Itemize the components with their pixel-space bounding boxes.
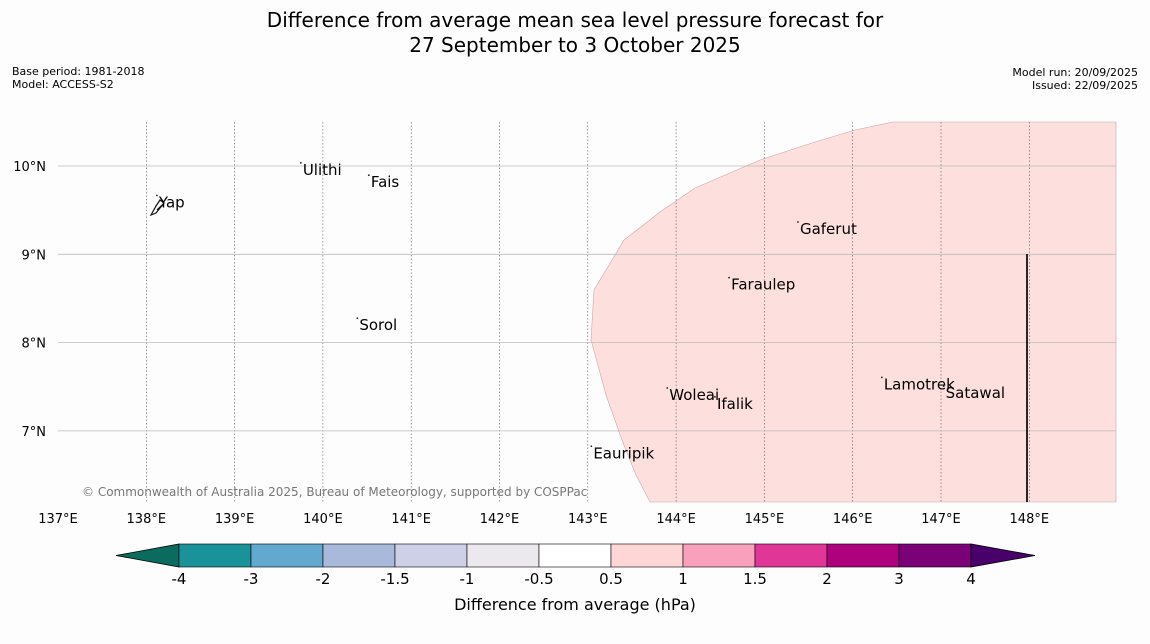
model-run: Model run: 20/09/2025	[1012, 66, 1138, 79]
colorbar-tick-label: 2	[822, 570, 832, 588]
latitude-label: 9°N	[22, 248, 47, 263]
colorbar-swatch	[538, 543, 612, 568]
place-label: Eauripik	[593, 444, 654, 462]
place-label: Ifalik	[717, 395, 753, 413]
latitude-label: 10°N	[13, 160, 46, 175]
colorbar-tick-label: -2	[316, 570, 331, 588]
colorbar-swatch	[826, 543, 900, 568]
island-marker	[356, 317, 359, 320]
colorbar-swatch	[682, 543, 756, 568]
colorbar-swatch	[394, 543, 468, 568]
colorbar-tick-label: -1.5	[380, 570, 409, 588]
island-marker	[155, 194, 158, 197]
place-label: Faraulep	[731, 276, 795, 294]
island-marker	[714, 395, 716, 398]
colorbar-tick-label: -0.5	[524, 570, 553, 588]
longitude-label: 139°E	[215, 512, 255, 527]
model-name: Model: ACCESS-S2	[12, 78, 114, 91]
meta-right: Model run: 20/09/2025 Issued: 22/09/2025	[1012, 66, 1138, 92]
issued-date: Issued: 22/09/2025	[1031, 79, 1138, 92]
island-marker	[797, 221, 799, 223]
map-title: Difference from average mean sea level p…	[0, 8, 1150, 58]
place-label: Ulithi	[303, 161, 342, 179]
island-marker	[880, 376, 883, 379]
colorbar-swatch	[754, 543, 828, 568]
place-label: Gaferut	[800, 220, 857, 238]
copyright-notice: © Commonwealth of Australia 2025, Bureau…	[82, 485, 587, 499]
longitude-label: 142°E	[480, 512, 520, 527]
colorbar-tick-label: 3	[894, 570, 904, 588]
longitude-label: 140°E	[303, 512, 343, 527]
latitude-labels: 10°N 9°N 8°N 7°N	[13, 160, 46, 440]
longitude-label: 148°E	[1010, 512, 1050, 527]
colorbar-tick-label: 1	[678, 570, 688, 588]
longitude-label: 147°E	[921, 512, 961, 527]
map-panel: Ulithi Fais Yap Gaferut Faraulep Sorol Lamotre…	[58, 121, 1117, 503]
longitude-label: 146°E	[833, 512, 873, 527]
colorbar-swatch	[322, 543, 396, 568]
title-line-1: Difference from average mean sea level p…	[266, 8, 884, 32]
island-marker	[590, 445, 593, 448]
longitude-label: 144°E	[656, 512, 696, 527]
colorbar-tick-label: -4	[172, 570, 187, 588]
longitude-label: 138°E	[127, 512, 167, 527]
meta-left: Base period: 1981-2018 Model: ACCESS-S2	[12, 65, 144, 91]
island-marker	[367, 174, 370, 177]
island-marker	[728, 276, 730, 279]
colorbar-swatch	[610, 543, 684, 568]
longitude-label: 145°E	[745, 512, 785, 527]
colorbar-swatch	[898, 543, 972, 568]
longitude-label: 137°E	[38, 512, 78, 527]
longitude-label: 141°E	[391, 512, 431, 527]
place-label: Sorol	[359, 316, 397, 334]
colorbar-swatch	[178, 543, 252, 568]
colorbar-swatch	[466, 543, 540, 568]
base-period: Base period: 1981-2018	[12, 65, 145, 78]
place-label: Satawal	[946, 384, 1005, 402]
longitude-labels: 137°E 138°E 139°E 140°E 141°E 142°E 143°E 144°E…	[38, 512, 1049, 527]
colorbar-tick-label: -3	[244, 570, 259, 588]
place-label: Yap	[158, 194, 185, 212]
anomaly-region	[590, 121, 1117, 503]
place-labels: Ulithi Fais Yap Gaferut Faraulep Sorol Lamotre…	[155, 161, 1005, 462]
place-label: Lamotrek	[884, 375, 955, 393]
colorbar-extend-high	[970, 543, 1036, 568]
colorbar-swatch	[250, 543, 324, 568]
latitude-label: 8°N	[22, 337, 47, 352]
graticule	[58, 122, 1116, 502]
place-label: Woleai	[669, 386, 719, 404]
colorbar-tick-label: 1.5	[743, 570, 767, 588]
colorbar-label: Difference from average (hPa)	[454, 595, 696, 614]
colorbar-tick-label: -1	[460, 570, 475, 588]
place-label: Fais	[371, 173, 400, 191]
colorbar-tick-label: 0.5	[599, 570, 623, 588]
island-marker	[299, 161, 302, 164]
colorbar: -4 -3 -2 -1.5 -1 -0.5 0.5 1 1.5 2 3 4	[115, 543, 1036, 588]
colorbar-tick-label: 4	[966, 570, 976, 588]
yap-island-outline	[149, 199, 165, 217]
latitude-label: 7°N	[22, 425, 47, 440]
longitude-label: 143°E	[568, 512, 608, 527]
island-marker	[942, 385, 945, 388]
title-line-2: 27 September to 3 October 2025	[409, 33, 741, 57]
colorbar-extend-low	[115, 543, 180, 568]
island-marker	[666, 387, 669, 389]
